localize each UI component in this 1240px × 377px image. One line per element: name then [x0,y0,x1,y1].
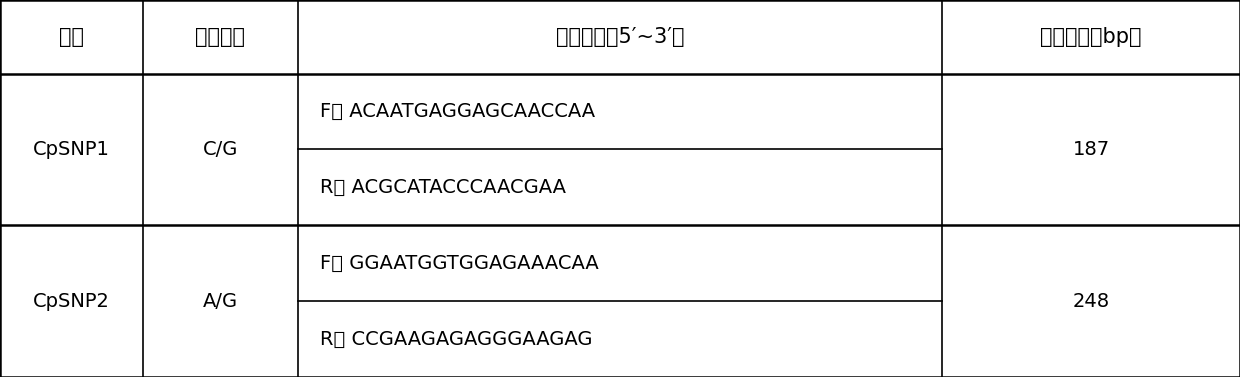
Text: CpSNP2: CpSNP2 [33,292,109,311]
Text: 突变类型: 突变类型 [195,27,246,47]
Text: 名称: 名称 [58,27,84,47]
Text: CpSNP1: CpSNP1 [33,140,109,159]
Text: A/G: A/G [202,292,238,311]
Text: 187: 187 [1073,140,1110,159]
Text: R： ACGCATACCCAACGAA: R： ACGCATACCCAACGAA [320,178,565,197]
Text: F： ACAATGAGGAGCAACCAA: F： ACAATGAGGAGCAACCAA [320,102,595,121]
Text: F： GGAATGGTGGAGAAACAA: F： GGAATGGTGGAGAAACAA [320,254,599,273]
Text: 引物序列（5′~3′）: 引物序列（5′~3′） [556,27,684,47]
Text: 片段大小（bp）: 片段大小（bp） [1040,27,1142,47]
Text: R： CCGAAGAGAGGGAAGAG: R： CCGAAGAGAGGGAAGAG [320,329,593,349]
Text: C/G: C/G [202,140,238,159]
Text: 248: 248 [1073,292,1110,311]
